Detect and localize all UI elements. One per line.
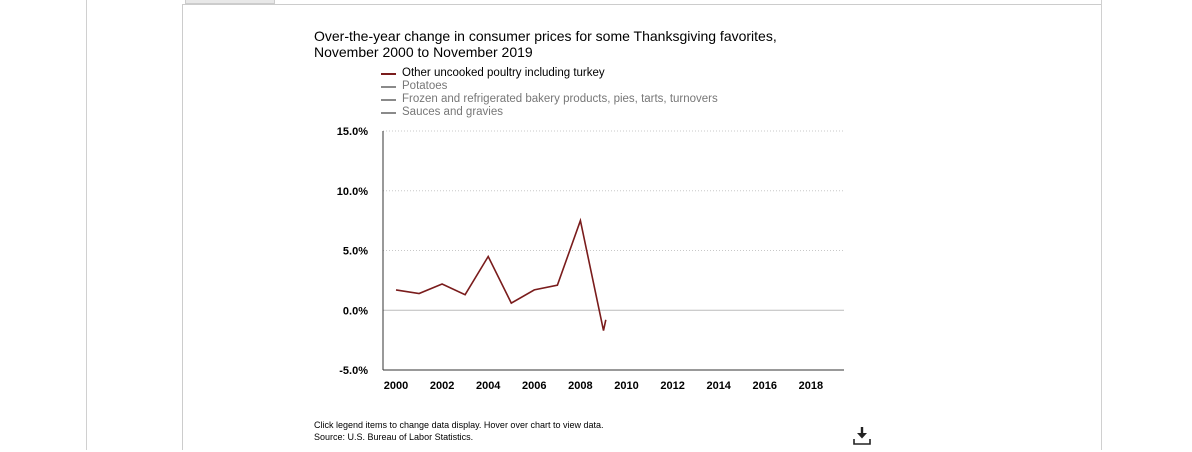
chart-title: Over-the-year change in consumer prices … [314, 28, 834, 60]
y-tick-label: 10.0% [337, 186, 368, 198]
download-button[interactable] [851, 425, 873, 447]
x-tick-label: 2012 [660, 380, 684, 392]
download-icon [853, 427, 871, 445]
page-frame-right [1101, 0, 1102, 450]
legend-swatch [381, 85, 396, 88]
y-tick-label: 0.0% [343, 305, 368, 317]
x-tick-label: 2006 [522, 380, 546, 392]
x-tick-label: 2008 [568, 380, 592, 392]
chart-legend: Other uncooked poultry including turkey P… [381, 67, 718, 119]
y-tick-label: 5.0% [343, 246, 368, 258]
page-frame-left [86, 0, 87, 450]
legend-item[interactable]: Other uncooked poultry including turkey [381, 67, 718, 80]
x-tick-label: 2014 [706, 380, 731, 392]
legend-swatch [381, 111, 396, 114]
chart-title-line-1: Over-the-year change in consumer prices … [314, 28, 777, 44]
chart-panel [182, 4, 1101, 450]
legend-label: Potatoes [402, 80, 448, 92]
x-tick-label: 2016 [753, 380, 777, 392]
legend-item[interactable]: Potatoes [381, 80, 718, 93]
x-tick-label: 2004 [476, 380, 501, 392]
x-tick-label: 2000 [384, 380, 408, 392]
y-tick-label: -5.0% [339, 365, 368, 377]
series-line[interactable] [395, 217, 607, 331]
legend-label: Frozen and refrigerated bakery products,… [402, 93, 718, 105]
x-tick-label: 2018 [799, 380, 823, 392]
x-tick-label: 2010 [614, 380, 638, 392]
tab-stub[interactable] [185, 0, 275, 4]
chart-title-line-2: November 2000 to November 2019 [314, 44, 533, 60]
legend-item[interactable]: Frozen and refrigerated bakery products,… [381, 93, 718, 106]
footnote-instructions: Click legend items to change data displa… [314, 420, 604, 430]
legend-swatch [381, 98, 396, 101]
chart-footnote: Click legend items to change data displa… [314, 419, 603, 443]
legend-swatch [381, 72, 396, 75]
footnote-source: Source: U.S. Bureau of Labor Statistics. [314, 432, 474, 442]
x-tick-label: 2002 [430, 380, 454, 392]
legend-label: Sauces and gravies [402, 106, 504, 118]
legend-label: Other uncooked poultry including turkey [402, 67, 605, 79]
legend-item[interactable]: Sauces and gravies [381, 106, 718, 119]
y-tick-label: 15.0% [337, 126, 368, 138]
